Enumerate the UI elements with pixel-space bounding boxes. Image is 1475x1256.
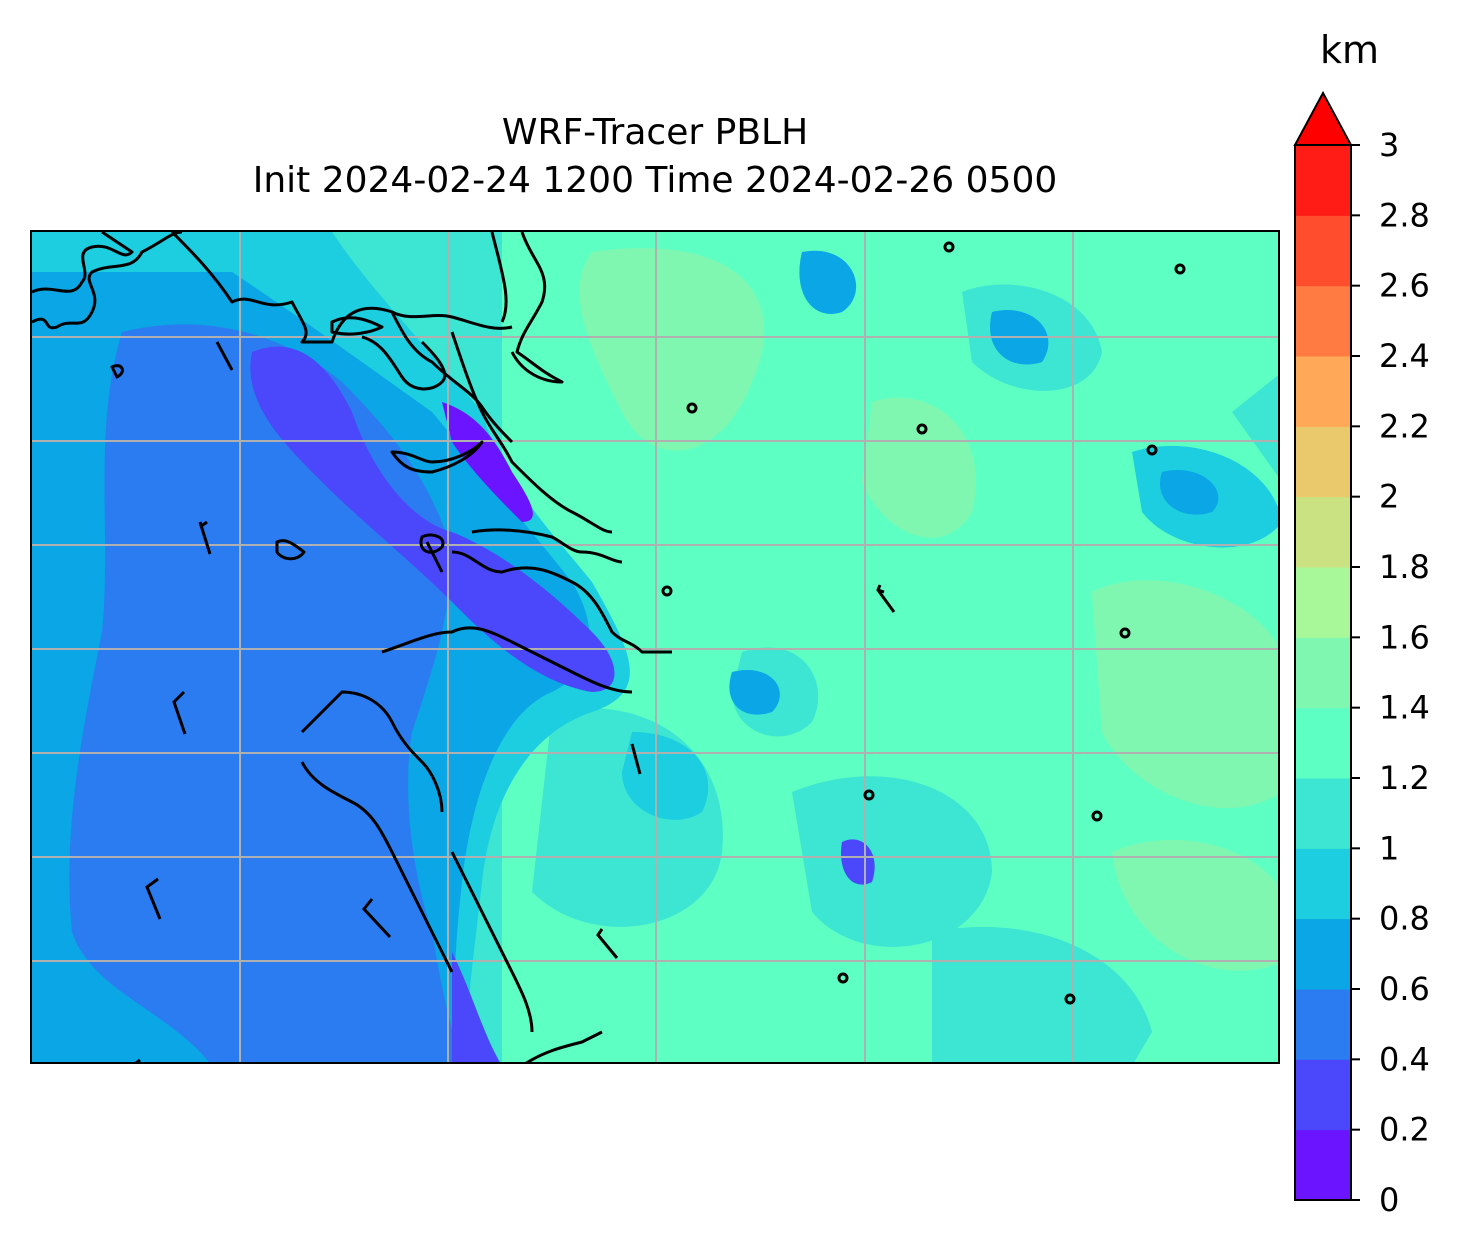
colorbar-tick-label: 3: [1379, 126, 1399, 164]
coastline-north: [170, 232, 513, 344]
wind-symbols: [134, 241, 1186, 1062]
coastlines: [32, 232, 672, 1062]
contour-band-0.2-0.4-south: [452, 952, 500, 1062]
coastline-south-2: [525, 1030, 603, 1062]
colorbar-segment: [1295, 848, 1351, 920]
contour-band-1.4-1.6-east: [1092, 580, 1278, 808]
colorbar-tick-label: 1.4: [1379, 689, 1430, 727]
colorbar-segment: [1295, 707, 1351, 779]
calm-wind-circle: [1146, 444, 1158, 456]
colorbar-tick-label: 2: [1379, 478, 1399, 516]
colorbar-tick-label: 0.8: [1379, 900, 1430, 938]
contour-band-0.2-0.4-low-spot: [841, 839, 875, 885]
coastline-island-c1: [390, 440, 484, 474]
calm-wind-circle: [686, 402, 698, 414]
contour-band-0.6-0.8-blob-n: [799, 250, 857, 314]
colorbar-tick-label: 1: [1379, 829, 1399, 867]
pblh-contour-map: [32, 232, 1278, 1062]
coastline-nw-1: [32, 232, 134, 294]
colorbar-tick-label: 0: [1379, 1181, 1399, 1219]
calm-wind-circle: [661, 585, 673, 597]
wind-barb: [172, 690, 187, 735]
coastline-peninsula-2: [300, 761, 454, 973]
colorbar-segment: [1295, 1129, 1351, 1201]
coastline-river: [490, 232, 564, 384]
colorbar-segment: [1295, 496, 1351, 568]
calm-wind-circle: [916, 423, 928, 435]
coastline-bay-south: [381, 626, 633, 694]
wind-barb: [425, 541, 444, 573]
colorbar-extend-arrow: [1293, 90, 1353, 146]
wind-barb: [198, 520, 212, 555]
coastline-main-1: [450, 331, 613, 534]
colorbar-tick-label: 1.2: [1379, 759, 1430, 797]
coastline-peninsula-1: [300, 690, 444, 813]
coastline-main-2: [471, 528, 623, 564]
coastline-islet-w: [110, 364, 124, 379]
wind-barb: [362, 898, 392, 939]
coastline-bay-1: [361, 335, 446, 391]
wind-barb: [215, 341, 234, 371]
coastline-island-c2: [419, 533, 445, 554]
colorbar: 0 0.2 0.4 0.6 0.8 1 1.2 1.4 1.6 1.8 2 2.2 2.4 2.6 2.8 3: [1293, 90, 1430, 1219]
contour-band-0.6-0.8-blob-e: [1160, 470, 1219, 515]
colorbar-tick-label: 0.6: [1379, 970, 1430, 1008]
contour-band-1.4-1.6-north: [579, 248, 765, 451]
calm-wind-circle: [1119, 627, 1131, 639]
coastline-main-3: [451, 550, 672, 654]
wind-barb: [145, 877, 162, 920]
colorbar-segment: [1295, 989, 1351, 1060]
colorbar-segment: [1295, 356, 1351, 427]
coastline-south-1: [450, 851, 534, 1033]
calm-wind-circle: [943, 241, 955, 253]
wind-barb: [630, 743, 642, 775]
coastline-island-n1: [330, 316, 384, 336]
colorbar-unit-label: km: [1320, 28, 1380, 72]
calm-wind-circle: [1064, 993, 1076, 1005]
colorbar-segment: [1295, 637, 1351, 709]
wind-barb: [876, 584, 896, 613]
wind-barb: [134, 1058, 141, 1062]
colorbar-outline: [1294, 144, 1352, 1201]
calm-wind-circle: [863, 789, 875, 801]
contour-band-0.6-0.8-blob-c: [729, 670, 780, 715]
colorbar-tick-label: 1.8: [1379, 548, 1430, 586]
contour-band-1.4-1.6-southeast: [1112, 839, 1278, 971]
map-frame: [30, 230, 1280, 1064]
colorbar-tick-label: 0.2: [1379, 1111, 1430, 1149]
coastline-inlet: [390, 311, 514, 444]
contour-band-0.2-0.4-coastal: [250, 346, 615, 692]
colorbar-tick-label: 2.8: [1379, 196, 1430, 234]
calm-wind-circle: [1174, 263, 1186, 275]
contour-band-1-1.2-patch-c: [792, 776, 992, 947]
colorbar-tick-label: 0.4: [1379, 1040, 1430, 1078]
colorbar-segment: [1295, 285, 1351, 357]
gridlines: [32, 232, 1278, 1062]
colorbar-segment: [1295, 145, 1351, 216]
colorbar-tick-label: 2.2: [1379, 407, 1430, 445]
contour-band-1.4-1.6-center: [862, 397, 976, 538]
calm-wind-circle: [837, 972, 849, 984]
colorbar-segment: [1295, 426, 1351, 498]
title-line-1: WRF-Tracer PBLH: [501, 112, 809, 153]
colorbar-tick-label: 2.6: [1379, 267, 1430, 305]
colorbar-segment: [1295, 567, 1351, 638]
coastline-island-w: [275, 539, 306, 561]
contour-band-0-0.2-coastal: [442, 402, 533, 522]
colorbar-segment: [1295, 215, 1351, 287]
colorbar-tick-label: 2.4: [1379, 337, 1430, 375]
calm-wind-circle: [1091, 810, 1103, 822]
title-line-2: Init 2024-02-24 1200 Time 2024-02-26 050…: [252, 160, 1058, 201]
colorbar-segment: [1295, 918, 1351, 990]
colorbar-tick-label: 1.6: [1379, 618, 1430, 656]
colorbar-segment: [1295, 778, 1351, 849]
wind-barb: [596, 928, 619, 959]
coastline-nw-2: [32, 232, 183, 330]
colorbar-segment: [1295, 1059, 1351, 1131]
